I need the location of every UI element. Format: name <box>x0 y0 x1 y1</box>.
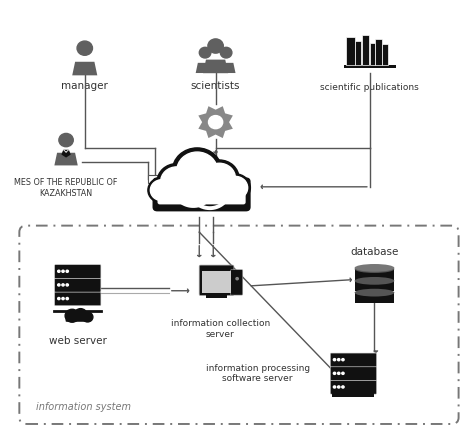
Circle shape <box>177 152 218 190</box>
Circle shape <box>337 372 340 375</box>
FancyBboxPatch shape <box>202 271 231 293</box>
Circle shape <box>74 309 87 320</box>
FancyBboxPatch shape <box>55 265 101 278</box>
FancyBboxPatch shape <box>356 41 361 65</box>
Ellipse shape <box>355 264 394 272</box>
Circle shape <box>342 358 344 361</box>
FancyBboxPatch shape <box>355 281 394 292</box>
Circle shape <box>333 358 336 361</box>
FancyBboxPatch shape <box>199 265 234 296</box>
Polygon shape <box>203 59 228 73</box>
Circle shape <box>77 41 92 55</box>
Circle shape <box>333 372 336 375</box>
Polygon shape <box>217 63 236 73</box>
Circle shape <box>161 167 193 197</box>
FancyBboxPatch shape <box>231 270 243 295</box>
Circle shape <box>337 358 340 361</box>
Ellipse shape <box>355 277 394 285</box>
Circle shape <box>58 270 60 273</box>
Circle shape <box>62 270 64 273</box>
FancyBboxPatch shape <box>330 380 376 394</box>
FancyBboxPatch shape <box>330 353 376 367</box>
Circle shape <box>148 178 175 203</box>
Polygon shape <box>198 106 233 138</box>
Polygon shape <box>196 63 214 73</box>
FancyBboxPatch shape <box>355 293 394 303</box>
Ellipse shape <box>355 265 394 273</box>
Circle shape <box>333 386 336 388</box>
Text: MES OF THE REPUBLIC OF
KAZAKHSTAN: MES OF THE REPUBLIC OF KAZAKHSTAN <box>14 178 118 197</box>
Circle shape <box>66 297 68 299</box>
Text: manager: manager <box>61 81 108 91</box>
Circle shape <box>66 270 68 273</box>
Circle shape <box>199 47 211 58</box>
Circle shape <box>337 386 340 388</box>
Text: information processing
software server: information processing software server <box>206 364 310 383</box>
Circle shape <box>200 160 239 196</box>
Ellipse shape <box>355 289 394 296</box>
Circle shape <box>236 278 238 280</box>
Circle shape <box>223 176 247 199</box>
FancyBboxPatch shape <box>206 296 228 298</box>
FancyBboxPatch shape <box>332 391 374 397</box>
Circle shape <box>342 386 344 388</box>
FancyBboxPatch shape <box>362 35 369 65</box>
FancyBboxPatch shape <box>157 180 246 204</box>
Circle shape <box>62 297 64 299</box>
FancyBboxPatch shape <box>330 367 376 381</box>
Circle shape <box>65 309 79 322</box>
Circle shape <box>342 372 344 375</box>
Text: scientists: scientists <box>191 81 240 91</box>
FancyBboxPatch shape <box>346 37 355 65</box>
Circle shape <box>58 297 60 299</box>
Circle shape <box>220 47 232 58</box>
FancyBboxPatch shape <box>65 315 90 322</box>
Polygon shape <box>72 62 97 76</box>
Text: web server: web server <box>49 335 107 345</box>
Circle shape <box>203 163 236 193</box>
Polygon shape <box>62 150 71 158</box>
Polygon shape <box>55 153 78 165</box>
Circle shape <box>220 174 250 202</box>
Circle shape <box>58 284 60 286</box>
FancyBboxPatch shape <box>209 293 225 296</box>
FancyBboxPatch shape <box>55 278 101 292</box>
FancyBboxPatch shape <box>383 44 388 65</box>
FancyBboxPatch shape <box>344 65 395 68</box>
Circle shape <box>66 284 68 286</box>
Text: scientific publications: scientific publications <box>320 83 419 92</box>
FancyBboxPatch shape <box>375 39 382 65</box>
Circle shape <box>208 39 223 53</box>
FancyBboxPatch shape <box>355 269 394 279</box>
Circle shape <box>150 180 173 201</box>
Text: information collection
server: information collection server <box>171 319 270 339</box>
Circle shape <box>62 284 64 286</box>
FancyBboxPatch shape <box>153 178 251 211</box>
Circle shape <box>59 133 73 147</box>
Circle shape <box>209 115 223 129</box>
FancyBboxPatch shape <box>370 43 375 65</box>
FancyBboxPatch shape <box>148 175 162 183</box>
Text: information system: information system <box>36 402 131 412</box>
FancyBboxPatch shape <box>55 292 101 306</box>
Circle shape <box>157 164 196 200</box>
Circle shape <box>82 312 93 322</box>
Text: database: database <box>350 247 399 256</box>
Circle shape <box>172 148 222 194</box>
